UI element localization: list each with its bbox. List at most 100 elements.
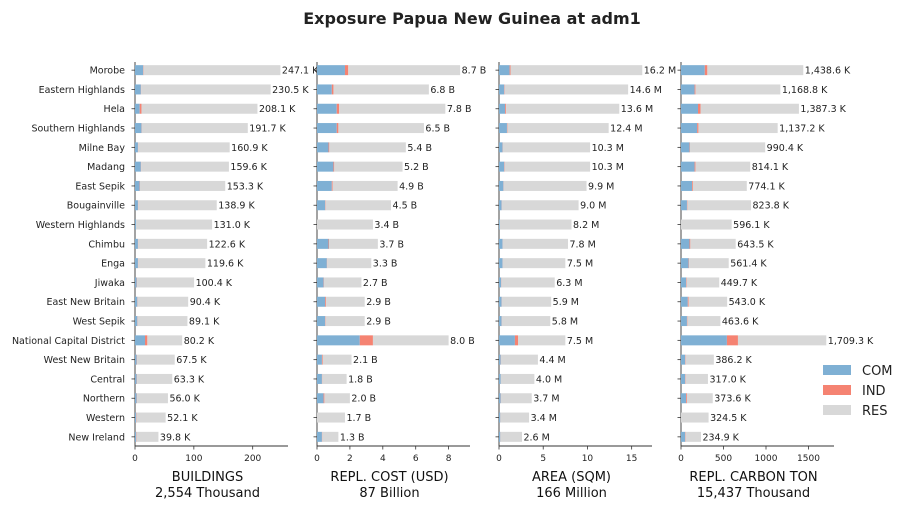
- value-label-east-sepik: 774.1 K: [748, 181, 785, 192]
- bar-res-west-sepik: [501, 316, 551, 327]
- bar-ind-chimbu: [689, 238, 691, 249]
- bar-res-eastern-highlands: [141, 84, 271, 95]
- category-label-central: Central: [90, 374, 125, 385]
- x-axis-total: 87 Billion: [359, 486, 419, 501]
- bar-ind-milne-bay: [328, 142, 330, 153]
- bar-com-eastern-highlands: [135, 84, 141, 95]
- x-tick-label: 200: [244, 454, 261, 464]
- value-label-enga: 561.4 K: [730, 259, 767, 270]
- value-label-morobe: 8.7 B: [462, 66, 487, 77]
- value-label-west-new-britain: 386.2 K: [715, 355, 752, 366]
- x-tick-label: 1500: [797, 454, 820, 464]
- bar-com-morobe: [499, 65, 510, 76]
- value-label-west-sepik: 5.8 M: [552, 316, 578, 327]
- bar-com-eastern-highlands: [317, 84, 332, 95]
- panel-buildings: 0 100 200 247.1 K 230.5 K 208.1 K 191.7 K 160.9…: [131, 62, 319, 501]
- bar-com-east-new-britain: [499, 296, 502, 307]
- bar-com-west-new-britain: [317, 354, 322, 365]
- value-label-national-capital-district: 80.2 K: [184, 336, 215, 347]
- bar-res-southern-highlands: [338, 123, 424, 134]
- bar-ind-east-sepik: [331, 180, 333, 191]
- value-label-southern-highlands: 6.5 B: [425, 123, 450, 134]
- bar-res-west-new-britain: [685, 354, 714, 365]
- category-label-east-sepik: East Sepik: [75, 181, 125, 192]
- bar-ind-morobe: [704, 65, 708, 76]
- value-label-eastern-highlands: 6.8 B: [430, 85, 455, 96]
- bar-res-northern: [137, 393, 168, 404]
- bar-ind-east-new-britain: [687, 296, 689, 307]
- chart-legend: COM IND RES: [823, 364, 893, 419]
- bar-res-national-capital-district: [372, 335, 449, 346]
- bar-com-east-new-britain: [681, 296, 688, 307]
- bar-com-central: [135, 373, 137, 384]
- x-tick-label: 500: [715, 454, 732, 464]
- x-tick-label: 10: [582, 454, 594, 464]
- bar-com-west-sepik: [499, 316, 502, 327]
- bar-ind-west-new-britain: [321, 354, 323, 365]
- value-label-milne-bay: 10.3 M: [592, 143, 624, 154]
- bar-com-chimbu: [681, 238, 690, 249]
- bar-com-southern-highlands: [317, 123, 337, 134]
- value-label-morobe: 1,438.6 K: [805, 66, 851, 77]
- value-label-chimbu: 643.5 K: [737, 239, 774, 250]
- category-label-new-ireland: New Ireland: [68, 432, 125, 443]
- bar-com-milne-bay: [681, 142, 690, 153]
- value-label-jiwaka: 6.3 M: [556, 278, 582, 289]
- value-label-hela: 7.8 B: [447, 104, 472, 115]
- value-label-bougainville: 9.0 M: [580, 201, 606, 212]
- bar-com-central: [681, 373, 686, 384]
- bar-res-western: [136, 412, 166, 423]
- bar-res-morobe: [143, 65, 281, 76]
- value-label-hela: 1,387.3 K: [800, 104, 846, 115]
- bar-com-eastern-highlands: [681, 84, 695, 95]
- bar-com-madang: [681, 161, 695, 172]
- bar-res-west-sepik: [325, 316, 365, 327]
- bar-ind-hela: [336, 103, 340, 114]
- value-label-eastern-highlands: 14.6 M: [630, 85, 662, 96]
- value-label-eastern-highlands: 230.5 K: [272, 85, 309, 96]
- bar-res-eastern-highlands: [695, 84, 781, 95]
- bar-res-morobe: [348, 65, 461, 76]
- bar-com-jiwaka: [499, 277, 502, 288]
- bar-res-west-new-britain: [322, 354, 352, 365]
- bar-com-western-highlands: [135, 219, 137, 230]
- bar-com-east-sepik: [317, 180, 332, 191]
- bar-res-madang: [334, 161, 403, 172]
- category-label-southern-highlands: Southern Highlands: [31, 123, 125, 134]
- value-label-milne-bay: 990.4 K: [767, 143, 804, 154]
- bar-ind-northern: [323, 393, 325, 404]
- value-label-western-highlands: 8.2 M: [573, 220, 599, 231]
- bar-res-northern: [686, 393, 713, 404]
- bar-com-madang: [135, 161, 141, 172]
- bar-res-hela: [506, 103, 620, 114]
- bar-com-morobe: [681, 65, 705, 76]
- value-label-milne-bay: 5.4 B: [407, 143, 432, 154]
- value-label-morobe: 247.1 K: [282, 66, 319, 77]
- value-label-east-new-britain: 2.9 B: [366, 297, 391, 308]
- x-tick-label: 0: [314, 454, 320, 464]
- bar-ind-hela: [139, 103, 142, 114]
- bar-res-enga: [138, 258, 206, 269]
- bar-ind-southern-highlands: [697, 123, 699, 134]
- value-label-bougainville: 4.5 B: [393, 201, 418, 212]
- value-label-madang: 5.2 B: [404, 162, 429, 173]
- value-label-east-sepik: 9.9 M: [588, 181, 614, 192]
- bar-res-new-ireland: [322, 431, 339, 442]
- x-axis-title: REPL. COST (USD): [330, 470, 448, 485]
- bar-ind-madang: [694, 161, 696, 172]
- legend-swatch-com: [823, 365, 851, 375]
- bar-com-west-sepik: [317, 316, 326, 327]
- value-label-southern-highlands: 191.7 K: [249, 123, 286, 134]
- bar-com-national-capital-district: [681, 335, 727, 346]
- bar-ind-eastern-highlands: [694, 84, 696, 95]
- x-axis-total: 166 Million: [536, 486, 607, 501]
- bar-com-morobe: [317, 65, 345, 76]
- bar-res-new-ireland: [500, 431, 522, 442]
- bar-com-west-new-britain: [499, 354, 501, 365]
- category-label-chimbu: Chimbu: [88, 239, 125, 250]
- bar-res-west-new-britain: [500, 354, 538, 365]
- value-label-west-sepik: 2.9 B: [366, 316, 391, 327]
- value-label-western: 324.5 K: [710, 413, 747, 424]
- legend-label-res: RES: [862, 404, 888, 419]
- bar-res-bougainville: [687, 200, 752, 211]
